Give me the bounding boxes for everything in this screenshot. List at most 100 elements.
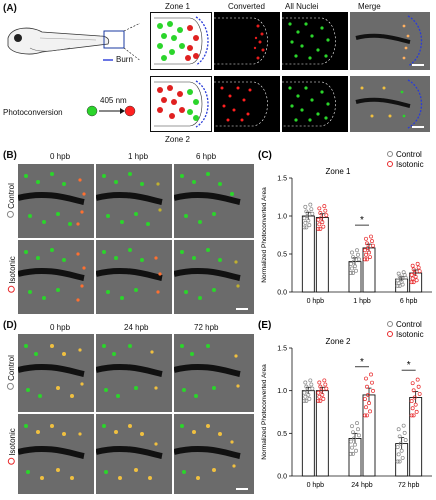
data-point [412,271,417,275]
panel-d-label: (D) [3,320,17,331]
data-point [367,250,371,255]
legend-label: Isotonic [396,330,424,339]
data-point [350,424,354,429]
data-point [303,394,308,399]
micro-d-isotonic-1 [96,414,172,494]
micro-a-z2-merge [350,76,430,132]
data-point [369,372,373,377]
data-point [370,239,374,244]
micro-b-isotonic-0 [18,240,94,314]
data-point [416,265,421,270]
data-point [366,245,370,250]
data-point [319,388,324,393]
data-point [322,204,327,209]
data-point [370,380,374,385]
bar [301,215,315,293]
data-point [307,223,312,228]
data-point [318,226,323,231]
x-tick-label: 24 hpb [351,482,373,489]
data-point [308,202,313,207]
photoconversion-label: Photoconversion [3,108,63,117]
data-point [414,278,419,283]
photoconversion-arrow [86,105,136,117]
data-point [349,451,353,456]
data-point [321,224,326,229]
data-point [316,390,321,395]
data-point [318,398,323,403]
data-point [303,220,308,225]
data-point [411,388,416,393]
data-point [364,405,368,410]
x-tick-label: 1 hpb [353,298,371,305]
micro-a-z1-converted [214,12,280,70]
data-point [365,257,369,262]
data-point [397,283,402,288]
data-point [409,272,414,277]
bar [315,390,329,477]
data-point [412,395,417,400]
data-point [415,261,420,266]
micro-d-isotonic-2 [174,414,254,494]
data-point [320,392,325,397]
data-point [304,398,309,403]
zone2-label: Zone 2 [165,135,190,144]
legend-label: Control [396,150,422,159]
bar [348,261,362,293]
burn-label: Burn [116,55,133,64]
micro-d-control-1 [96,334,172,412]
data-point [310,386,315,391]
data-point [365,241,369,246]
data-point [356,252,360,257]
data-point [411,267,416,272]
data-point [304,209,309,214]
micro-d-control-0 [18,334,94,412]
panel-label: (E) [258,320,271,331]
data-point [403,275,408,280]
data-point [302,216,307,221]
data-point [410,263,415,268]
y-tick-label: 1.0 [277,214,287,221]
data-point [355,248,359,253]
b-time-1: 1 hpb [128,152,149,161]
data-point [319,215,324,220]
micro-b-isotonic-2 [174,240,254,314]
data-point [324,213,329,218]
data-point [303,204,308,209]
data-point [364,252,368,257]
data-point [354,448,358,453]
data-point [395,445,400,450]
b-row-control: Control [6,183,16,218]
data-point [417,269,422,274]
data-point [397,459,402,464]
chart-title: Zone 1 [326,167,351,176]
zone1-label: Zone 1 [165,2,190,11]
data-point [324,386,329,391]
data-point [368,409,372,414]
panel-b-label: (B) [3,150,17,161]
data-point [320,220,325,225]
data-point [413,274,418,279]
data-point [304,384,309,389]
data-point [318,384,323,389]
y-tick-label: 0.5 [277,252,287,259]
data-point [303,380,308,385]
data-point [323,382,328,387]
data-point [368,255,372,259]
data-point [302,225,307,230]
micro-d-control-2 [174,334,254,412]
x-tick-label: 0 hpb [307,298,325,305]
data-point [355,421,359,426]
zone2-schematic [150,76,212,132]
data-point [352,436,356,441]
bar [362,394,376,477]
data-point [351,451,355,456]
data-point [371,388,375,393]
panel-label: (C) [258,150,272,161]
legend-label: Control [396,320,422,329]
data-point [316,226,321,231]
data-point [403,438,408,442]
data-point [305,214,310,218]
data-point [409,280,414,285]
d-row-control: Control [6,355,16,390]
